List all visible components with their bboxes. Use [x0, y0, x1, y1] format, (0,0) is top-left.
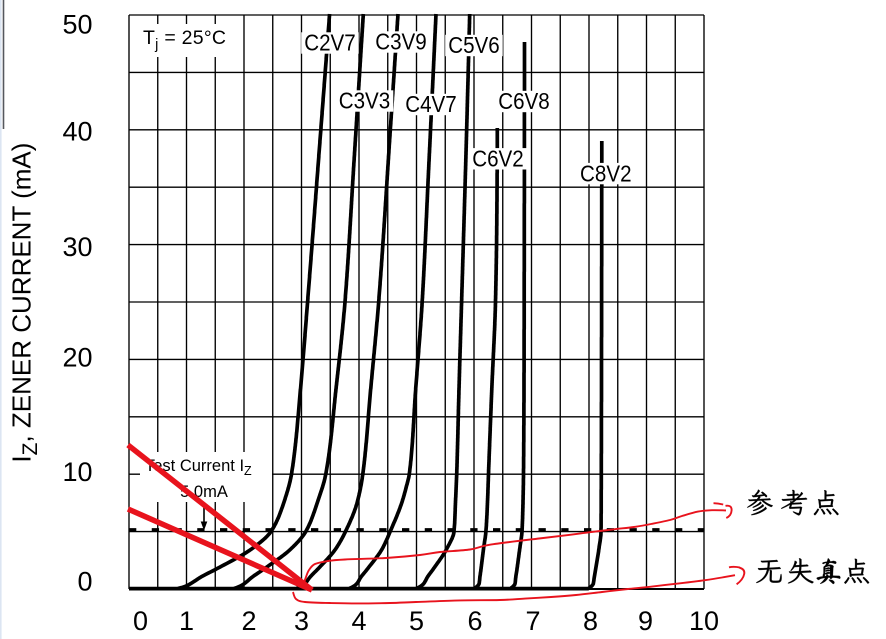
svg-text:8: 8: [583, 606, 598, 636]
svg-text:Test Current IZ: Test Current IZ: [145, 457, 252, 478]
svg-text:C8V2: C8V2: [580, 160, 632, 186]
svg-text:50: 50: [62, 9, 92, 39]
svg-text:5: 5: [409, 606, 424, 636]
svg-text:10: 10: [62, 457, 92, 487]
svg-text:7: 7: [525, 606, 540, 636]
svg-text:C3V3: C3V3: [339, 88, 391, 114]
svg-text:4: 4: [351, 606, 366, 636]
svg-text:9: 9: [638, 606, 653, 636]
svg-text:40: 40: [62, 116, 92, 146]
svg-text:Tj = 25°C: Tj = 25°C: [143, 27, 226, 53]
svg-text:30: 30: [62, 232, 92, 262]
svg-text:C5V6: C5V6: [448, 32, 500, 58]
svg-text:10: 10: [689, 606, 719, 636]
svg-text:C2V7: C2V7: [304, 30, 356, 56]
svg-text:3: 3: [294, 606, 309, 636]
svg-text:6: 6: [467, 606, 482, 636]
svg-text:20: 20: [62, 342, 92, 372]
svg-text:2: 2: [241, 606, 256, 636]
svg-text:C3V9: C3V9: [375, 29, 427, 55]
svg-text:0: 0: [77, 566, 92, 596]
svg-text:C4V7: C4V7: [405, 91, 457, 117]
svg-text:IZ, ZENER CURRENT (mA): IZ, ZENER CURRENT (mA): [7, 143, 43, 463]
svg-text:C6V8: C6V8: [498, 88, 550, 114]
svg-text:C6V2: C6V2: [472, 146, 524, 172]
svg-text:1: 1: [179, 606, 194, 636]
svg-text:0: 0: [133, 606, 148, 636]
